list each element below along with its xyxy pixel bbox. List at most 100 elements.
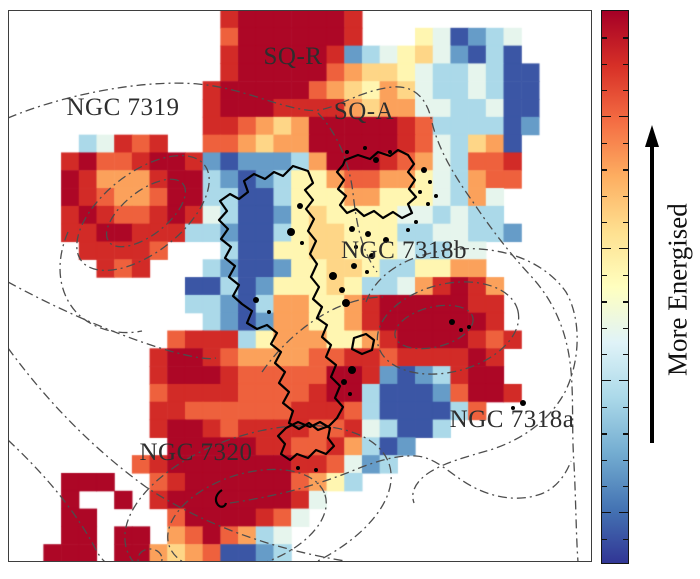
colorbar [601,10,629,564]
black-contour-dot [296,466,300,470]
dashdot-contour [229,455,572,504]
black-contour [214,489,228,508]
region-label: NGC 7318a [449,406,575,433]
colorbar-tick [602,195,607,198]
dashdot-contour [8,82,579,562]
black-contour-dot [414,220,418,224]
colorbar-tick [623,195,628,198]
black-contour-dot [341,379,347,385]
colorbar-tick [602,143,607,145]
region-label: SQ-R [263,43,323,70]
black-contour-dot [426,202,430,206]
black-contour [276,420,336,462]
colorbar-tick [602,90,607,92]
colorbar-tick [623,222,628,224]
colorbar-tick [602,380,611,382]
region-label: SQ-A [333,98,395,125]
colorbar-tick [602,539,607,541]
colorbar-tick [602,512,611,514]
region-label: NGC 7320 [139,439,253,466]
colorbar-tick [602,354,607,356]
black-contour-dot [449,319,455,325]
map-panel: SQ-R NGC 7319 SQ-A NGC 7318b NGC 7318a NGC 73… [8,10,592,562]
colorbar-tick [623,459,628,462]
dashdot-contour [317,112,378,273]
dashdot-ellipse-contour [376,281,520,375]
colorbar-tick [623,169,628,171]
dashdot-contour [8,347,346,562]
colorbar-tick [619,248,628,250]
dashdot-ellipse-contour [394,304,474,350]
black-contour-dot [511,406,515,410]
contour-overlay [8,82,579,562]
colorbar-tick [623,275,628,277]
black-contour-dot [349,226,355,232]
black-contour-dot [418,190,422,194]
black-contour-dot [428,180,432,184]
colorbar-tick [619,380,628,382]
black-contour-dot [369,253,375,259]
black-contour-dot [520,400,526,406]
region-label: NGC 7319 [66,94,180,121]
colorbar-tick [602,169,607,171]
black-contour-dot [348,366,356,374]
colorbar-tick [619,116,628,118]
arrow-shaft [650,146,654,443]
colorbar-tick [623,90,628,92]
colorbar-tick [602,486,607,488]
black-contour-dot [314,468,318,472]
colorbar-tick [623,486,628,488]
colorbar-tick [619,512,628,514]
colorbar-tick [602,248,611,250]
black-contour-dot [459,328,463,332]
black-contour-dot [365,231,371,237]
black-contour [350,332,376,356]
dashdot-contour [8,439,106,562]
black-contour-dot [300,241,304,245]
dashdot-ellipse-contour [167,468,327,562]
dashdot-contour [59,231,143,334]
black-contour-dot [421,167,427,173]
colorbar-tick [623,539,628,541]
black-contour-dot [388,150,392,154]
colorbar-tick [602,116,611,118]
black-contour-dot [348,392,352,396]
black-contour-dot [351,263,357,269]
colorbar-gradient [602,11,628,563]
black-contour-dot [345,150,349,154]
dashdot-ellipse-contour [76,154,210,272]
colorbar-tick [602,275,607,277]
colorbar-tick [623,143,628,145]
colorbar-tick [623,63,628,66]
colorbar-tick [602,37,607,39]
black-contour-dot [434,194,438,198]
black-contour-dot [365,270,369,274]
black-contour-dot [354,245,358,249]
colorbar-tick [602,63,607,66]
dashdot-contour [8,281,217,360]
black-contour [217,164,345,432]
black-contour-dot [253,297,259,303]
black-contour-dot [406,228,410,232]
black-contour-dot [297,203,303,209]
heatmap-canvas [8,10,592,562]
colorbar-tick [623,433,628,435]
colorbar-tick [602,222,607,224]
dashdot-ellipse-contour [124,424,392,562]
arrow-up-icon [645,125,659,147]
black-contour-dot [373,157,379,163]
dashdot-contour [261,296,384,373]
colorbar-caption: More Energised [662,203,693,377]
colorbar-tick [602,459,607,462]
black-contour-dot [383,237,389,243]
black-contour-dot [267,310,271,314]
colorbar-tick [602,433,607,435]
colorbar-tick [602,407,607,409]
colorbar-tick [623,407,628,409]
colorbar-tick [623,301,628,303]
black-contour [335,148,418,220]
colorbar-tick [623,327,628,330]
dashdot-ellipse-contour [105,178,187,248]
black-contour-dot [287,228,295,236]
